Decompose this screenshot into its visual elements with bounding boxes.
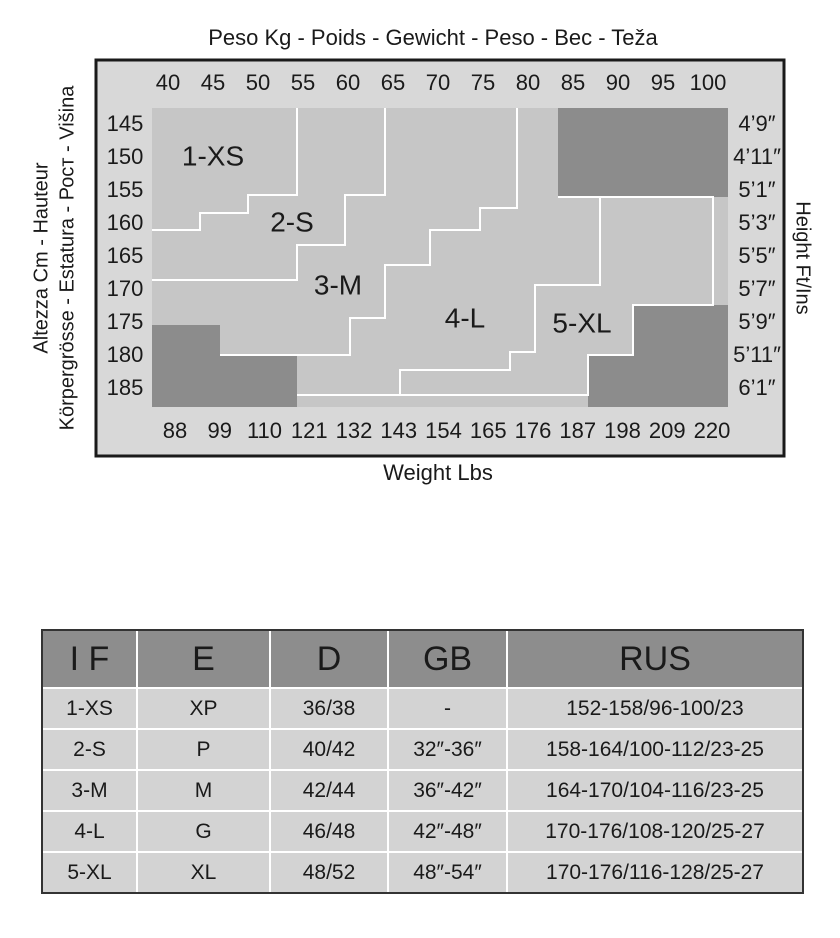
kg-label: 60: [336, 70, 360, 95]
lbs-label: 154: [425, 418, 462, 443]
boundary: [297, 196, 601, 396]
size-label: 2-S: [270, 206, 314, 237]
cm-label: 175: [107, 309, 144, 334]
kg-label: 70: [426, 70, 450, 95]
table-cell: 170-176/116-128/25-27: [546, 861, 764, 884]
table-cell: 40/42: [303, 738, 356, 761]
lbs-label: 132: [336, 418, 373, 443]
header-cell: GB: [423, 640, 472, 678]
table-cell: 48/52: [303, 861, 356, 884]
height-cm-label: Altezza Cm - Hauteur: [30, 162, 52, 354]
cm-label: 150: [107, 144, 144, 169]
kg-label: 95: [651, 70, 675, 95]
table-cell: 1-XS: [66, 697, 113, 720]
kg-label: 75: [471, 70, 495, 95]
kg-label: 80: [516, 70, 540, 95]
kg-label: 100: [690, 70, 727, 95]
lbs-label: 220: [694, 418, 731, 443]
table-cell: XL: [191, 861, 217, 884]
lbs-label: 121: [291, 418, 328, 443]
dark-region: [152, 325, 297, 407]
lbs-label: 99: [208, 418, 232, 443]
ft-label: 5’11″: [733, 342, 781, 367]
lbs-label: 165: [470, 418, 507, 443]
table-cell: 42″-48″: [413, 820, 482, 843]
table-cell: 152-158/96-100/23: [566, 697, 744, 720]
table-cell: 48″-54″: [413, 861, 482, 884]
ft-label: 5’3″: [738, 210, 775, 235]
dark-regions: [152, 108, 728, 407]
lbs-label: 198: [604, 418, 641, 443]
table-cell: G: [195, 820, 211, 843]
table-cell: P: [196, 738, 210, 761]
ft-label: 5’5″: [738, 243, 775, 268]
cm-label: 155: [107, 177, 144, 202]
lbs-label: 176: [515, 418, 552, 443]
size-label: 3-M: [314, 269, 362, 300]
cm-label: 170: [107, 276, 144, 301]
size-label: 5-XL: [552, 307, 611, 338]
size-boundaries: [152, 108, 714, 396]
height-cm-label: Körpergrösse - Estatura - Рост - Višina: [56, 85, 78, 431]
header-cell: I F: [70, 640, 110, 678]
boundary: [220, 108, 518, 356]
table-cell: 4-L: [74, 820, 104, 843]
ft-label: 5’7″: [738, 276, 775, 301]
table-cell: 2-S: [73, 738, 106, 761]
kg-label: 50: [246, 70, 270, 95]
table-cell: 36″-42″: [413, 779, 482, 802]
lbs-label: 209: [649, 418, 686, 443]
cm-label: 160: [107, 210, 144, 235]
bottom-label: Weight Lbs: [383, 460, 493, 485]
height-ft-label: Height Ft/Ins: [792, 201, 814, 314]
lbs-label: 187: [559, 418, 596, 443]
kg-label: 45: [201, 70, 225, 95]
dark-region: [588, 305, 728, 407]
boundary: [400, 196, 714, 396]
header-cell: E: [192, 640, 215, 678]
boundary: [152, 108, 386, 281]
table-cell: XP: [189, 697, 217, 720]
cm-label: 185: [107, 375, 144, 400]
table-cell: 32″-36″: [413, 738, 482, 761]
table-cell: -: [444, 697, 451, 720]
header-cell: D: [317, 640, 342, 678]
table-cell: 46/48: [303, 820, 356, 843]
cm-label: 165: [107, 243, 144, 268]
table-cell: 5-XL: [67, 861, 111, 884]
table-cell: 158-164/100-112/23-25: [546, 738, 764, 761]
ft-label: 4’11″: [733, 144, 781, 169]
table-cell: 170-176/108-120/25-27: [545, 820, 765, 843]
kg-label: 40: [156, 70, 180, 95]
kg-label: 65: [381, 70, 405, 95]
table-cell: 3-M: [71, 779, 107, 802]
kg-label: 90: [606, 70, 630, 95]
lbs-label: 110: [247, 418, 282, 443]
ft-label: 4’9″: [738, 111, 775, 136]
cm-label: 180: [107, 342, 144, 367]
boundary: [152, 108, 298, 231]
ft-label: 6’1″: [738, 375, 775, 400]
size-label: 1-XS: [182, 140, 244, 171]
size-label: 4-L: [445, 302, 485, 333]
kg-label: 85: [561, 70, 585, 95]
ft-label: 5’1″: [738, 177, 775, 202]
table-cell: 36/38: [303, 697, 356, 720]
kg-label: 55: [291, 70, 315, 95]
table-cell: 42/44: [303, 779, 356, 802]
ft-label: 5’9″: [738, 309, 775, 334]
table-header-background: [42, 630, 803, 688]
dark-region: [558, 108, 728, 197]
table-cell: 164-170/104-116/23-25: [546, 779, 764, 802]
cm-label: 145: [107, 111, 144, 136]
table-border: [41, 629, 804, 894]
top-label: Peso Kg - Poids - Gewicht - Peso - Bec -…: [208, 25, 658, 50]
header-cell: RUS: [619, 640, 691, 678]
table-cell: M: [195, 779, 213, 802]
lbs-label: 88: [163, 418, 187, 443]
lbs-label: 143: [380, 418, 417, 443]
